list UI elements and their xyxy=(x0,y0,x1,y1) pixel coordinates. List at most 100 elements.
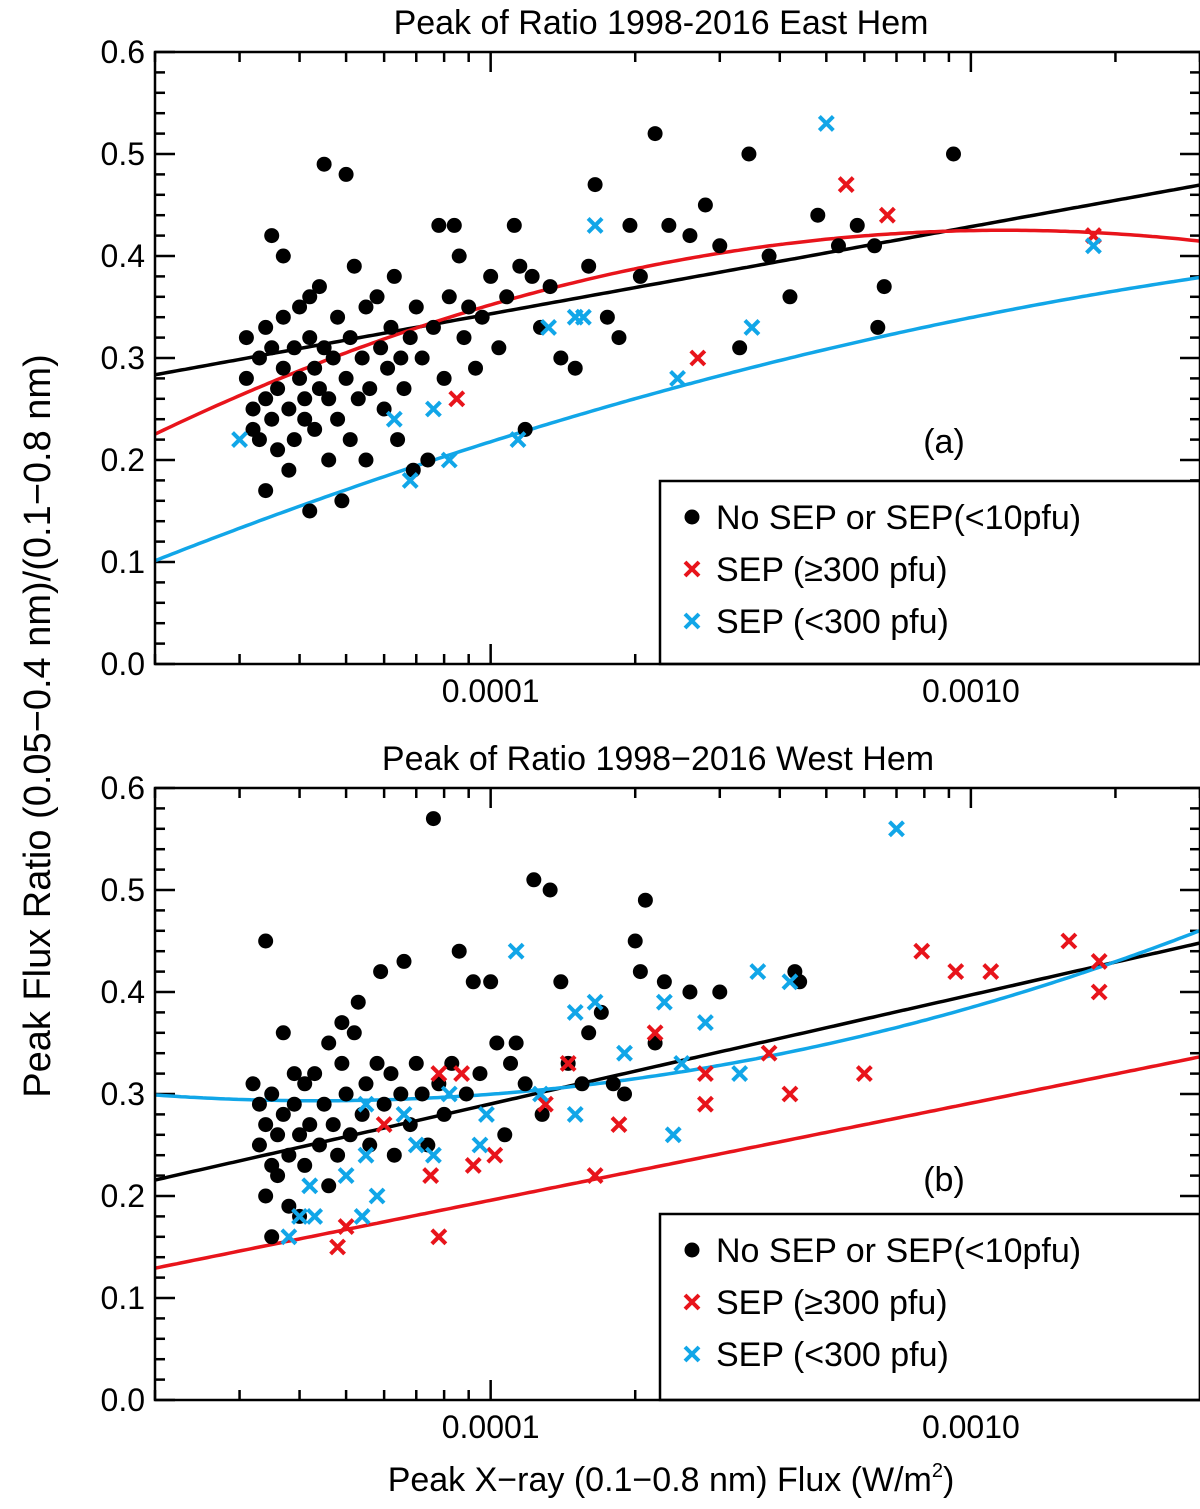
no-sep-point xyxy=(446,217,462,233)
no-sep-point xyxy=(292,299,308,315)
sep-lt300-point xyxy=(509,431,527,449)
sep-lt300-point xyxy=(743,318,761,336)
no-sep-point xyxy=(316,1096,332,1112)
no-sep-point xyxy=(761,248,777,264)
no-sep-point xyxy=(383,319,399,335)
no-sep-point xyxy=(264,411,280,427)
sep-ge300-point xyxy=(689,349,707,367)
no-sep-point xyxy=(617,1086,633,1102)
no-sep-point xyxy=(270,442,286,458)
y-tick-label: 0.1 xyxy=(101,544,145,580)
y-tick-label: 0.6 xyxy=(101,770,145,806)
sep-lt300-point xyxy=(357,1095,375,1113)
no-sep-point xyxy=(517,421,533,437)
x-axis-label-main: Peak X−ray (0.1−0.8 nm) Flux (W/m xyxy=(388,1461,932,1499)
no-sep-point xyxy=(334,1015,350,1031)
no-sep-point xyxy=(386,268,402,284)
sep-lt300-point xyxy=(337,1167,355,1185)
no-sep-point xyxy=(358,452,374,468)
sep-lt300-point xyxy=(540,318,557,336)
panel-b-legend-box xyxy=(658,1212,1200,1402)
sep-ge300-point xyxy=(913,942,931,960)
no-sep-point xyxy=(297,411,313,427)
no-sep-point xyxy=(431,217,447,233)
no-sep-point xyxy=(497,1127,513,1143)
no-sep-point xyxy=(258,1188,274,1204)
sep-ge300-point xyxy=(486,1146,504,1164)
sep-lt300-point xyxy=(507,942,525,960)
sep-lt300-point xyxy=(301,1177,319,1195)
no-sep-point xyxy=(611,330,627,346)
no-sep-point xyxy=(275,360,291,376)
no-sep-point xyxy=(483,974,499,990)
no-sep-point xyxy=(682,228,698,244)
y-tick-label: 0.1 xyxy=(101,1280,145,1316)
no-sep-point xyxy=(358,299,374,315)
no-sep-point xyxy=(258,319,274,335)
sep-ge300-point xyxy=(760,1044,778,1062)
legend-label: SEP (<300 pfu) xyxy=(716,603,949,641)
no-sep-point xyxy=(286,1096,302,1112)
sep-lt300-point xyxy=(368,1187,386,1205)
no-sep-point xyxy=(524,268,540,284)
legend-marker xyxy=(683,560,701,578)
no-sep-point xyxy=(302,503,318,519)
no-sep-point xyxy=(414,350,430,366)
no-sep-point xyxy=(321,391,337,407)
no-sep-point xyxy=(468,360,484,376)
no-sep-point xyxy=(945,146,961,162)
legend-marker xyxy=(683,1345,701,1363)
panel-a-title: Peak of Ratio 1998-2016 East Hem xyxy=(394,4,929,42)
no-sep-point xyxy=(346,1025,362,1041)
no-sep-point xyxy=(396,953,412,969)
legend-marker xyxy=(684,509,700,525)
no-sep-point xyxy=(393,350,409,366)
no-sep-point xyxy=(258,391,274,407)
y-tick-label: 0.0 xyxy=(101,646,145,682)
no-sep-point xyxy=(436,370,452,386)
sep-ge300-point xyxy=(1090,983,1108,1001)
panel-a: Peak of Ratio 1998-2016 East Hem 0.0001 0… xyxy=(101,4,1200,709)
sep-ge300-point xyxy=(837,176,855,194)
no-sep-point xyxy=(376,1096,392,1112)
no-sep-point xyxy=(316,340,332,356)
sep-lt300-point xyxy=(616,1044,633,1062)
no-sep-point xyxy=(503,1055,519,1071)
no-sep-point xyxy=(574,1076,590,1092)
no-sep-point xyxy=(354,350,370,366)
sep-lt300-point xyxy=(664,1126,682,1144)
no-sep-point xyxy=(369,289,385,305)
panel-a-frame xyxy=(153,50,1200,666)
no-sep-point xyxy=(553,350,569,366)
no-sep-point xyxy=(354,1106,370,1122)
no-sep-point xyxy=(499,289,515,305)
panel-a-points xyxy=(231,114,1102,519)
no-sep-point xyxy=(632,964,648,980)
no-sep-point xyxy=(330,1147,346,1163)
sep-lt300-point xyxy=(478,1105,495,1123)
no-sep-point xyxy=(682,984,698,1000)
sep-ge300-point xyxy=(1090,952,1108,970)
no-sep-point xyxy=(383,1066,399,1082)
sep-lt300-point xyxy=(280,1228,298,1246)
y-tick-label: 0.0 xyxy=(101,1382,145,1418)
sep-ge300-point xyxy=(430,1228,448,1246)
no-sep-point xyxy=(325,1117,341,1133)
sep-ge300-point xyxy=(696,1095,714,1113)
no-sep-point xyxy=(867,238,883,254)
fit-sep-lt300-line xyxy=(155,275,1200,563)
no-sep-point xyxy=(264,340,280,356)
sep-ge300-point xyxy=(646,1024,664,1042)
sep-ge300-point xyxy=(1060,932,1078,950)
sep-lt300-point xyxy=(574,308,592,326)
no-sep-point xyxy=(732,340,748,356)
x-tick-label: 0.0001 xyxy=(442,673,540,709)
no-sep-point xyxy=(342,330,358,346)
panel-a-legend: No SEP or SEP(<10pfu) SEP (≥300 pfu) SEP (… xyxy=(658,479,1200,666)
sep-ge300-point xyxy=(453,1065,471,1083)
no-sep-point xyxy=(402,330,418,346)
no-sep-point xyxy=(292,370,308,386)
panel-a-label: (a) xyxy=(923,423,965,461)
no-sep-point xyxy=(414,1086,430,1102)
no-sep-point xyxy=(330,309,346,325)
